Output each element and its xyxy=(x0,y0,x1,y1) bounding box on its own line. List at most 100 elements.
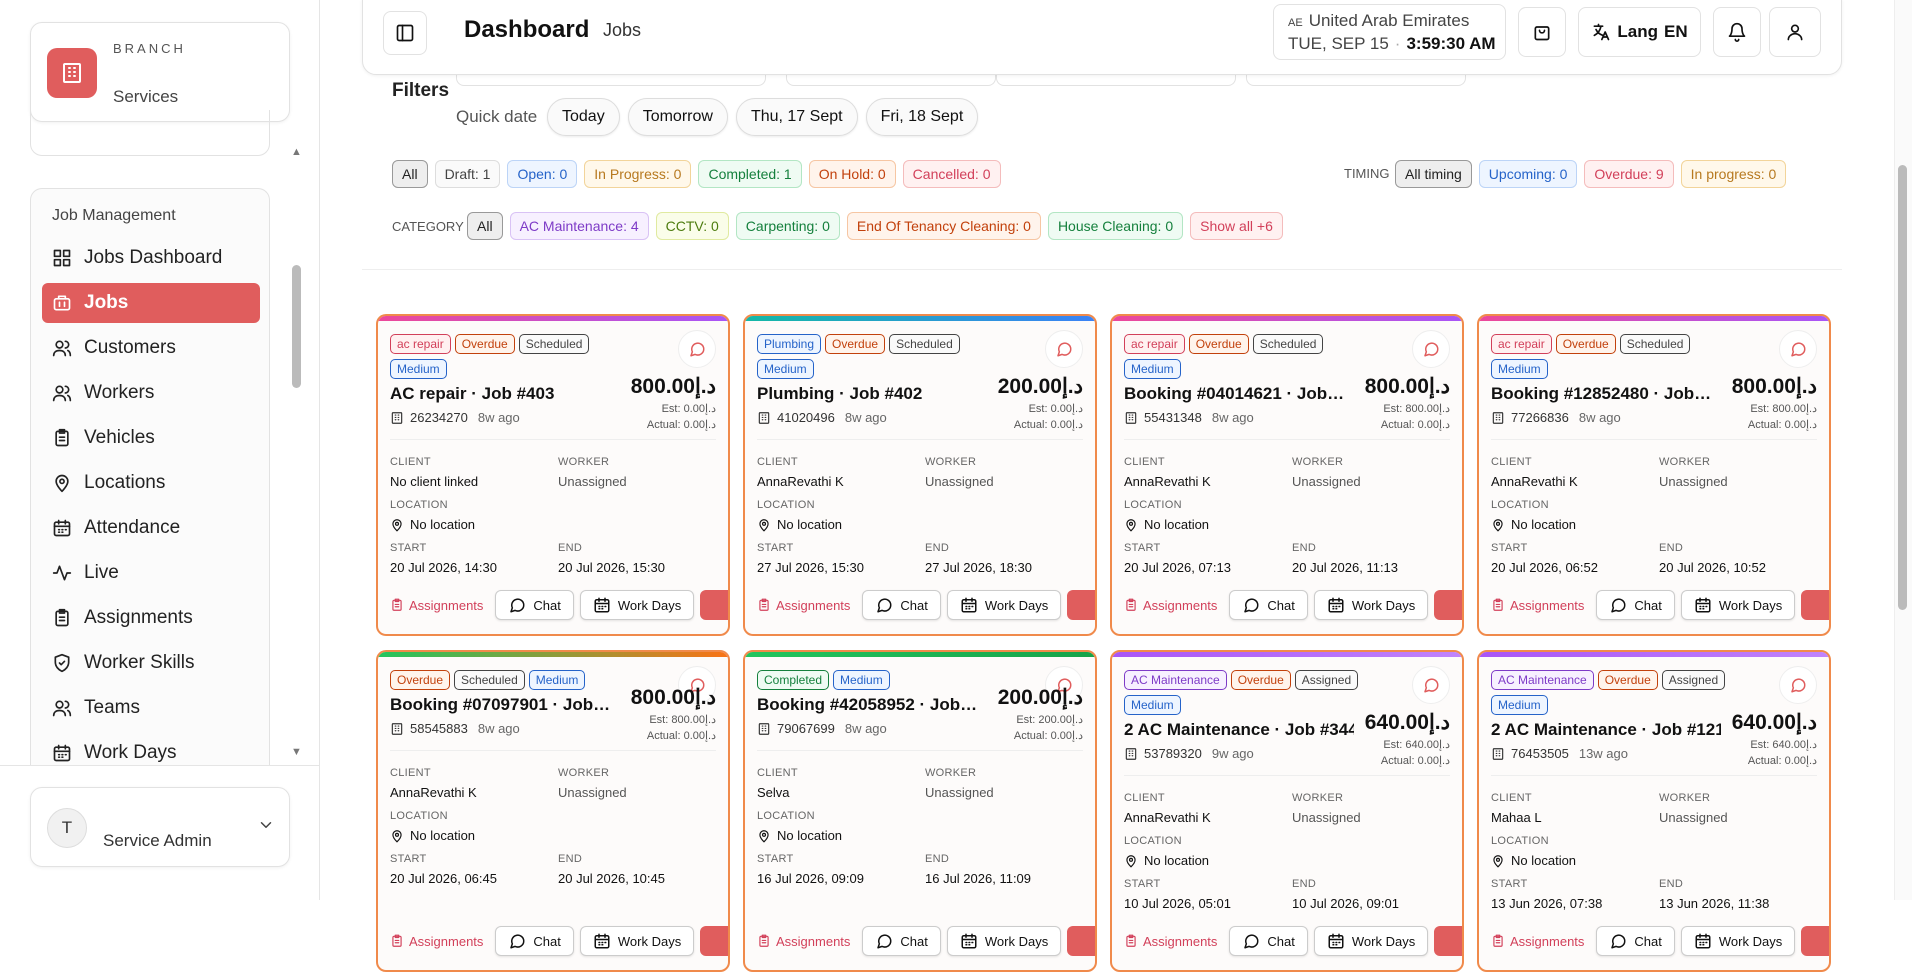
status-filter-chip[interactable]: Completed: 1 xyxy=(698,160,802,188)
status-filter-chip[interactable]: On Hold: 0 xyxy=(808,160,896,188)
region-clock[interactable]: AE United Arab Emirates TUE, SEP 15 · 3:59:3… xyxy=(1273,4,1506,60)
work-days-button[interactable]: Work Days xyxy=(579,590,695,620)
assignments-link[interactable]: Assignments xyxy=(1491,934,1584,949)
card-accent xyxy=(1112,652,1462,657)
chat-button[interactable]: Chat xyxy=(862,590,941,620)
amount: 800.00د.إ xyxy=(1731,375,1817,398)
assignments-link[interactable]: Assignments xyxy=(757,934,850,949)
job-title: AC repair · Job #403 xyxy=(390,384,555,403)
timing-filter-chip[interactable]: Overdue: 9 xyxy=(1584,160,1674,188)
nav-item[interactable]: Vehicles xyxy=(42,418,260,458)
nav-item[interactable]: Attendance xyxy=(42,508,260,548)
sidebar-toggle[interactable] xyxy=(383,11,427,55)
cart-button[interactable] xyxy=(1518,7,1566,57)
nav-item[interactable]: Teams xyxy=(42,688,260,728)
job-card[interactable]: Plumbing Overdue Scheduled Medium Plumbing ·… xyxy=(743,314,1097,636)
nav-item[interactable]: Jobs xyxy=(42,283,260,323)
worker-label: WORKER xyxy=(1659,456,1711,468)
notifications[interactable] xyxy=(1713,7,1761,57)
more-button[interactable] xyxy=(1434,926,1462,956)
work-days-button[interactable]: Work Days xyxy=(579,926,695,956)
work-days-button[interactable]: Work Days xyxy=(1313,926,1429,956)
status-filter-chip[interactable]: Cancelled: 0 xyxy=(902,160,1001,188)
nav-item[interactable]: Assignments xyxy=(42,598,260,638)
category-filter-chip[interactable]: Carpenting: 0 xyxy=(735,212,840,240)
category-filter-chip[interactable]: AC Maintenance: 4 xyxy=(509,212,649,240)
category-filter-chip[interactable]: Show all +6 xyxy=(1190,212,1283,240)
timing-filter-chip[interactable]: Upcoming: 0 xyxy=(1478,160,1578,188)
end-label: END xyxy=(925,542,950,554)
chat-button[interactable]: Chat xyxy=(495,590,574,620)
job-card[interactable]: Overdue Scheduled Medium Booking #07097901 … xyxy=(376,650,730,972)
chat-button[interactable]: Chat xyxy=(1229,590,1308,620)
chat-badge xyxy=(1045,666,1083,704)
more-button[interactable] xyxy=(1434,590,1462,620)
chat-badge xyxy=(1045,330,1083,368)
work-days-button[interactable]: Work Days xyxy=(1313,590,1429,620)
work-days-button[interactable]: Work Days xyxy=(1680,926,1796,956)
timing-filter-chip[interactable]: All timing xyxy=(1395,160,1472,188)
job-card[interactable]: ac repair Overdue Scheduled Medium AC repair… xyxy=(376,314,730,636)
quick-date-pill[interactable]: Today xyxy=(547,98,620,136)
job-card[interactable]: ac repair Overdue Scheduled Medium Booking #… xyxy=(1110,314,1464,636)
chat-button[interactable]: Chat xyxy=(495,926,574,956)
card-actions: Assignments Chat Work Days xyxy=(757,926,1095,956)
icon xyxy=(1593,23,1610,41)
quick-date-pill[interactable]: Thu, 17 Sept xyxy=(735,98,858,136)
client: AnnaRevathi K xyxy=(390,785,477,800)
category-filter-chip[interactable]: All xyxy=(467,212,503,240)
nav-item[interactable]: Jobs Dashboard xyxy=(42,238,260,278)
more-button[interactable] xyxy=(1801,590,1829,620)
nav-item[interactable]: Work Days xyxy=(42,733,260,773)
quick-date-pill[interactable]: Fri, 18 Sept xyxy=(865,98,979,136)
more-button[interactable] xyxy=(700,926,728,956)
job-card[interactable]: Completed Medium Booking #42058952 · Job… 7… xyxy=(743,650,1097,972)
nav-item[interactable]: Locations xyxy=(42,463,260,503)
nav-item[interactable]: Live xyxy=(42,553,260,593)
profile[interactable] xyxy=(1769,7,1821,57)
actual: Actual: 0.00د.إ xyxy=(1747,419,1817,431)
status-filter-chip[interactable]: Open: 0 xyxy=(507,160,578,188)
work-days-button[interactable]: Work Days xyxy=(946,926,1062,956)
assignments-link[interactable]: Assignments xyxy=(1124,598,1217,613)
more-button[interactable] xyxy=(1067,590,1095,620)
category-filter-chip[interactable]: House Cleaning: 0 xyxy=(1047,212,1184,240)
chat-button[interactable]: Chat xyxy=(1596,590,1675,620)
assignments-link[interactable]: Assignments xyxy=(390,934,483,949)
more-button[interactable] xyxy=(700,590,728,620)
user-card[interactable]: T Service Admin xyxy=(30,787,290,867)
start-label: START xyxy=(1491,542,1528,554)
end: 20 Jul 2026, 10:45 xyxy=(558,871,665,886)
nav-item[interactable]: Customers xyxy=(42,328,260,368)
status-filter-chip[interactable]: In Progress: 0 xyxy=(584,160,692,188)
amount: 640.00د.إ xyxy=(1364,711,1450,734)
category-filter-chip[interactable]: End Of Tenancy Cleaning: 0 xyxy=(846,212,1041,240)
assignments-link[interactable]: Assignments xyxy=(390,598,483,613)
worker: Unassigned xyxy=(1292,474,1361,489)
job-card[interactable]: ac repair Overdue Scheduled Medium Booking #… xyxy=(1477,314,1831,636)
nav-item[interactable]: Workers xyxy=(42,373,260,413)
chat-button[interactable]: Chat xyxy=(862,926,941,956)
assignments-link[interactable]: Assignments xyxy=(1491,598,1584,613)
nav-label: Jobs xyxy=(84,292,129,313)
work-days-button[interactable]: Work Days xyxy=(1680,590,1796,620)
client-label: CLIENT xyxy=(1124,456,1165,468)
chat-badge xyxy=(678,666,716,704)
job-card[interactable]: AC Maintenance Overdue Assigned Medium 2 AC … xyxy=(1110,650,1464,972)
more-button[interactable] xyxy=(1801,926,1829,956)
quick-date-pill[interactable]: Tomorrow xyxy=(627,98,728,136)
language-button[interactable]: Lang EN xyxy=(1578,7,1701,57)
more-button[interactable] xyxy=(1067,926,1095,956)
assignments-link[interactable]: Assignments xyxy=(1124,934,1217,949)
chat-button[interactable]: Chat xyxy=(1229,926,1308,956)
chat-button[interactable]: Chat xyxy=(1596,926,1675,956)
job-card[interactable]: AC Maintenance Overdue Assigned Medium 2 AC … xyxy=(1477,650,1831,972)
job-number: 58545883 xyxy=(410,721,468,736)
timing-filter-chip[interactable]: In progress: 0 xyxy=(1680,160,1787,188)
status-filter-chip[interactable]: Draft: 1 xyxy=(434,160,501,188)
category-filter-chip[interactable]: CCTV: 0 xyxy=(655,212,729,240)
work-days-button[interactable]: Work Days xyxy=(946,590,1062,620)
status-filter-chip[interactable]: All xyxy=(392,160,428,188)
assignments-link[interactable]: Assignments xyxy=(757,598,850,613)
nav-item[interactable]: Worker Skills xyxy=(42,643,260,683)
